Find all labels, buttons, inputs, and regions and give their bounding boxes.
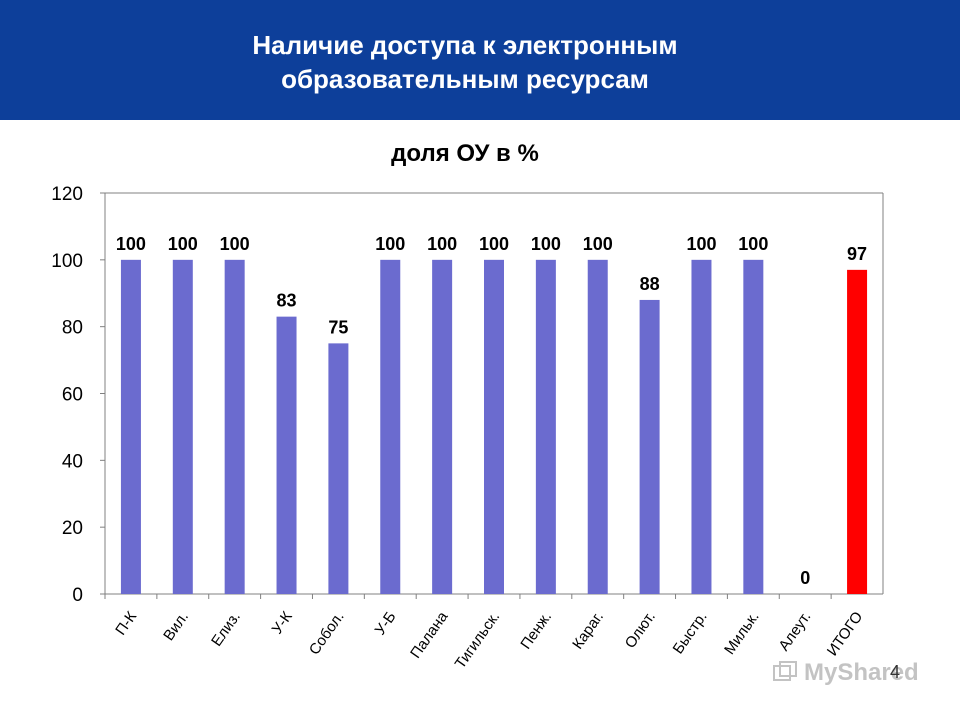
x-tick-label: ИТОГО: [824, 609, 867, 660]
bar: [432, 259, 453, 594]
data-label: 100: [738, 234, 768, 254]
data-label: 88: [640, 274, 660, 294]
bar: [743, 259, 764, 594]
data-label: 100: [479, 234, 509, 254]
data-label: 100: [583, 234, 613, 254]
data-label: 100: [686, 234, 716, 254]
x-tick-label: У-Б: [372, 608, 400, 638]
data-label: 100: [168, 234, 198, 254]
data-label: 75: [328, 317, 348, 337]
bar: [276, 316, 297, 594]
x-tick-label: Быстр.: [670, 609, 711, 658]
y-tick-label: 80: [62, 318, 83, 339]
slide-title: Наличие доступа к электронным образовате…: [0, 28, 930, 96]
data-label: 97: [847, 244, 867, 264]
x-tick-label: Алеут.: [775, 609, 814, 655]
watermark-text: MyShared: [804, 659, 919, 686]
bar: [380, 259, 401, 594]
x-tick-label: П-К: [112, 608, 140, 638]
bar: [120, 259, 141, 594]
x-tick-label: Тигильск.: [452, 609, 504, 672]
y-tick-label: 100: [51, 251, 83, 272]
y-tick-label: 120: [51, 184, 83, 205]
y-tick-label: 20: [62, 518, 83, 539]
bar: [172, 259, 193, 594]
x-tick-label: Собол.: [306, 609, 348, 659]
watermark: MyShared: [772, 658, 919, 688]
y-tick-label: 60: [62, 385, 83, 406]
slide-title-line2: образовательным ресурсам: [281, 64, 649, 94]
x-tick-label: Мильк.: [721, 609, 763, 658]
x-tick-label: Елиз.: [208, 609, 244, 650]
data-label: 100: [375, 234, 405, 254]
bar: [224, 259, 245, 594]
data-label: 100: [220, 234, 250, 254]
bar: [691, 259, 712, 594]
slide-title-line1: Наличие доступа к электронным: [252, 30, 678, 60]
y-tick-label: 0: [72, 585, 83, 606]
x-tick-label: Палана: [407, 608, 452, 662]
bar: [587, 259, 608, 594]
bar: [484, 259, 504, 594]
x-tick-label: Олют.: [622, 609, 659, 652]
data-label: 100: [116, 234, 146, 254]
y-tick-label: 40: [62, 451, 83, 472]
x-tick-label: Караг.: [569, 609, 607, 653]
data-label: 83: [277, 291, 297, 311]
bar: [847, 269, 868, 594]
x-tick-label: У-К: [269, 608, 296, 637]
page-number: 4: [890, 662, 901, 682]
bar: [535, 259, 556, 594]
x-tick-label: Пенж.: [517, 609, 555, 653]
watermark-logo-icon: [773, 661, 797, 681]
bar: [639, 299, 660, 594]
slide-header: Наличие доступа к электронным образовате…: [0, 0, 960, 120]
data-label: 100: [427, 234, 457, 254]
chart-title: доля ОУ в %: [391, 140, 539, 167]
data-label: 0: [800, 568, 810, 588]
bar: [328, 343, 349, 594]
data-label: 100: [531, 234, 561, 254]
x-tick-label: Вил.: [160, 609, 192, 644]
